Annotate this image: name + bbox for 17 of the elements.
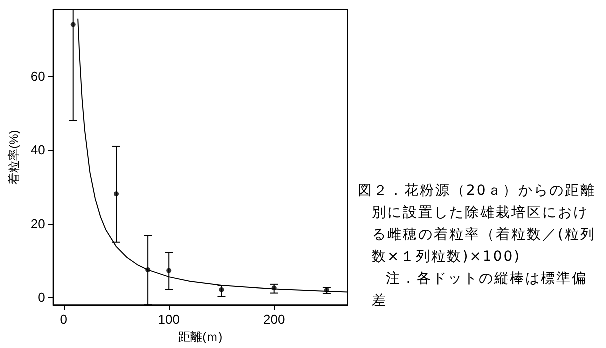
x-axis-title: 距離(ｍ) bbox=[178, 330, 223, 344]
point bbox=[146, 268, 151, 273]
point bbox=[272, 286, 277, 291]
x-tick-label: 200 bbox=[263, 312, 286, 328]
point bbox=[70, 22, 76, 28]
y-axis-title: 着粒率(%) bbox=[7, 130, 21, 185]
y-tick-label: 60 bbox=[30, 68, 46, 84]
x-tick-label: 0 bbox=[60, 312, 68, 328]
caption: 図２．花粉源（20ａ）からの距離別に設置した除雄栽培区における雌穂の着粒率（着粒数／(粒列数×１列粒数)×100) bbox=[358, 182, 597, 267]
x-tick-label: 100 bbox=[158, 312, 180, 328]
y-tick-label: 0 bbox=[38, 290, 46, 306]
text: 注．各ドットの縦棒は標準偏差 bbox=[371, 270, 588, 311]
point bbox=[114, 192, 119, 197]
point bbox=[219, 287, 224, 292]
y-tick-label: 20 bbox=[30, 216, 46, 232]
y-tick-label: 40 bbox=[30, 142, 46, 158]
point bbox=[166, 268, 172, 274]
